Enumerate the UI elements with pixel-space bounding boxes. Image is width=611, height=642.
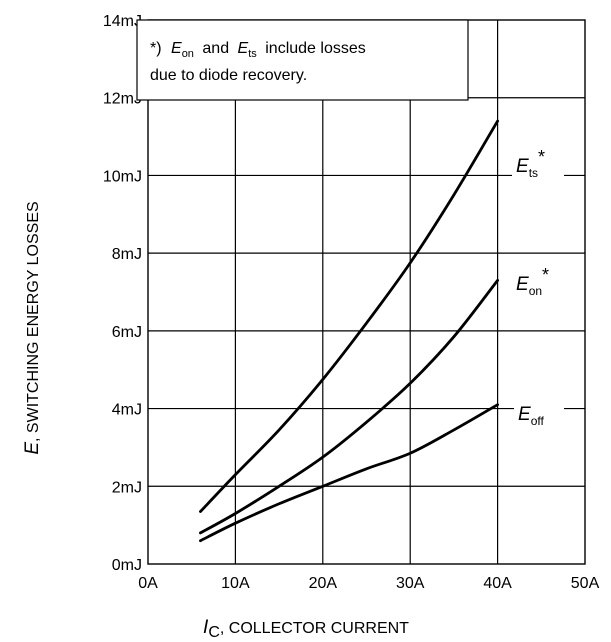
x-tick-label-20: 20A: [309, 575, 338, 592]
x-tick-label-0: 0A: [138, 575, 158, 592]
series-labels: Ets* Eon* Eoff: [512, 147, 564, 428]
annotation-frame: [137, 20, 468, 100]
annotation-line-1-rest: include losses: [265, 40, 366, 57]
y-tick-label-14: 14mJ: [103, 13, 142, 30]
x-tick-label-10: 10A: [221, 575, 250, 592]
series-line-eoff: [200, 405, 497, 541]
y-tick-label-10: 10mJ: [103, 168, 142, 185]
series-label-eoff-subscript: off: [531, 414, 545, 428]
y-tick-label-2: 2mJ: [112, 479, 142, 496]
annotation-box: *) Eon and Ets include losses due to dio…: [137, 20, 468, 100]
x-axis-label-text: , COLLECTOR CURRENT: [220, 620, 409, 637]
annotation-line-2: due to diode recovery.: [150, 67, 307, 84]
x-tick-label-30: 30A: [396, 575, 425, 592]
y-tick-label-6: 6mJ: [112, 324, 142, 341]
series-label-eon-star: *: [542, 265, 549, 285]
series-label-eon-symbol: E: [516, 274, 529, 295]
series-line-ets: [200, 121, 497, 512]
annotation-subscript-1: on: [182, 48, 194, 60]
y-axis-label-symbol: E: [22, 442, 43, 455]
annotation-prefix: *): [150, 40, 162, 57]
x-axis-label: IC, COLLECTOR CURRENT: [203, 617, 409, 641]
series-label-ets-subscript: ts: [529, 166, 538, 180]
series-label-ets-star: *: [538, 147, 545, 167]
y-axis-label: E, SWITCHING ENERGY LOSSES: [22, 201, 43, 454]
x-tick-label-40: 40A: [483, 575, 512, 592]
y-tick-label-8: 8mJ: [112, 246, 142, 263]
series-line-eon: [200, 280, 497, 533]
x-axis-label-subscript: C: [208, 624, 220, 641]
series-label-eoff-symbol: E: [518, 404, 531, 425]
x-tick-label-50: 50A: [571, 575, 600, 592]
y-axis-label-text: , SWITCHING ENERGY LOSSES: [25, 201, 42, 442]
y-tick-label-0: 0mJ: [112, 557, 142, 574]
annotation-symbol-2: E: [238, 40, 249, 57]
annotation-subscript-2: ts: [248, 48, 257, 60]
series-label-ets-symbol: E: [516, 156, 529, 177]
annotation-and: and: [202, 40, 229, 57]
y-tick-label-4: 4mJ: [112, 402, 142, 419]
series-label-eon-subscript: on: [529, 284, 542, 298]
annotation-symbol-1: E: [171, 40, 182, 57]
y-tick-label-12: 12mJ: [103, 91, 142, 108]
